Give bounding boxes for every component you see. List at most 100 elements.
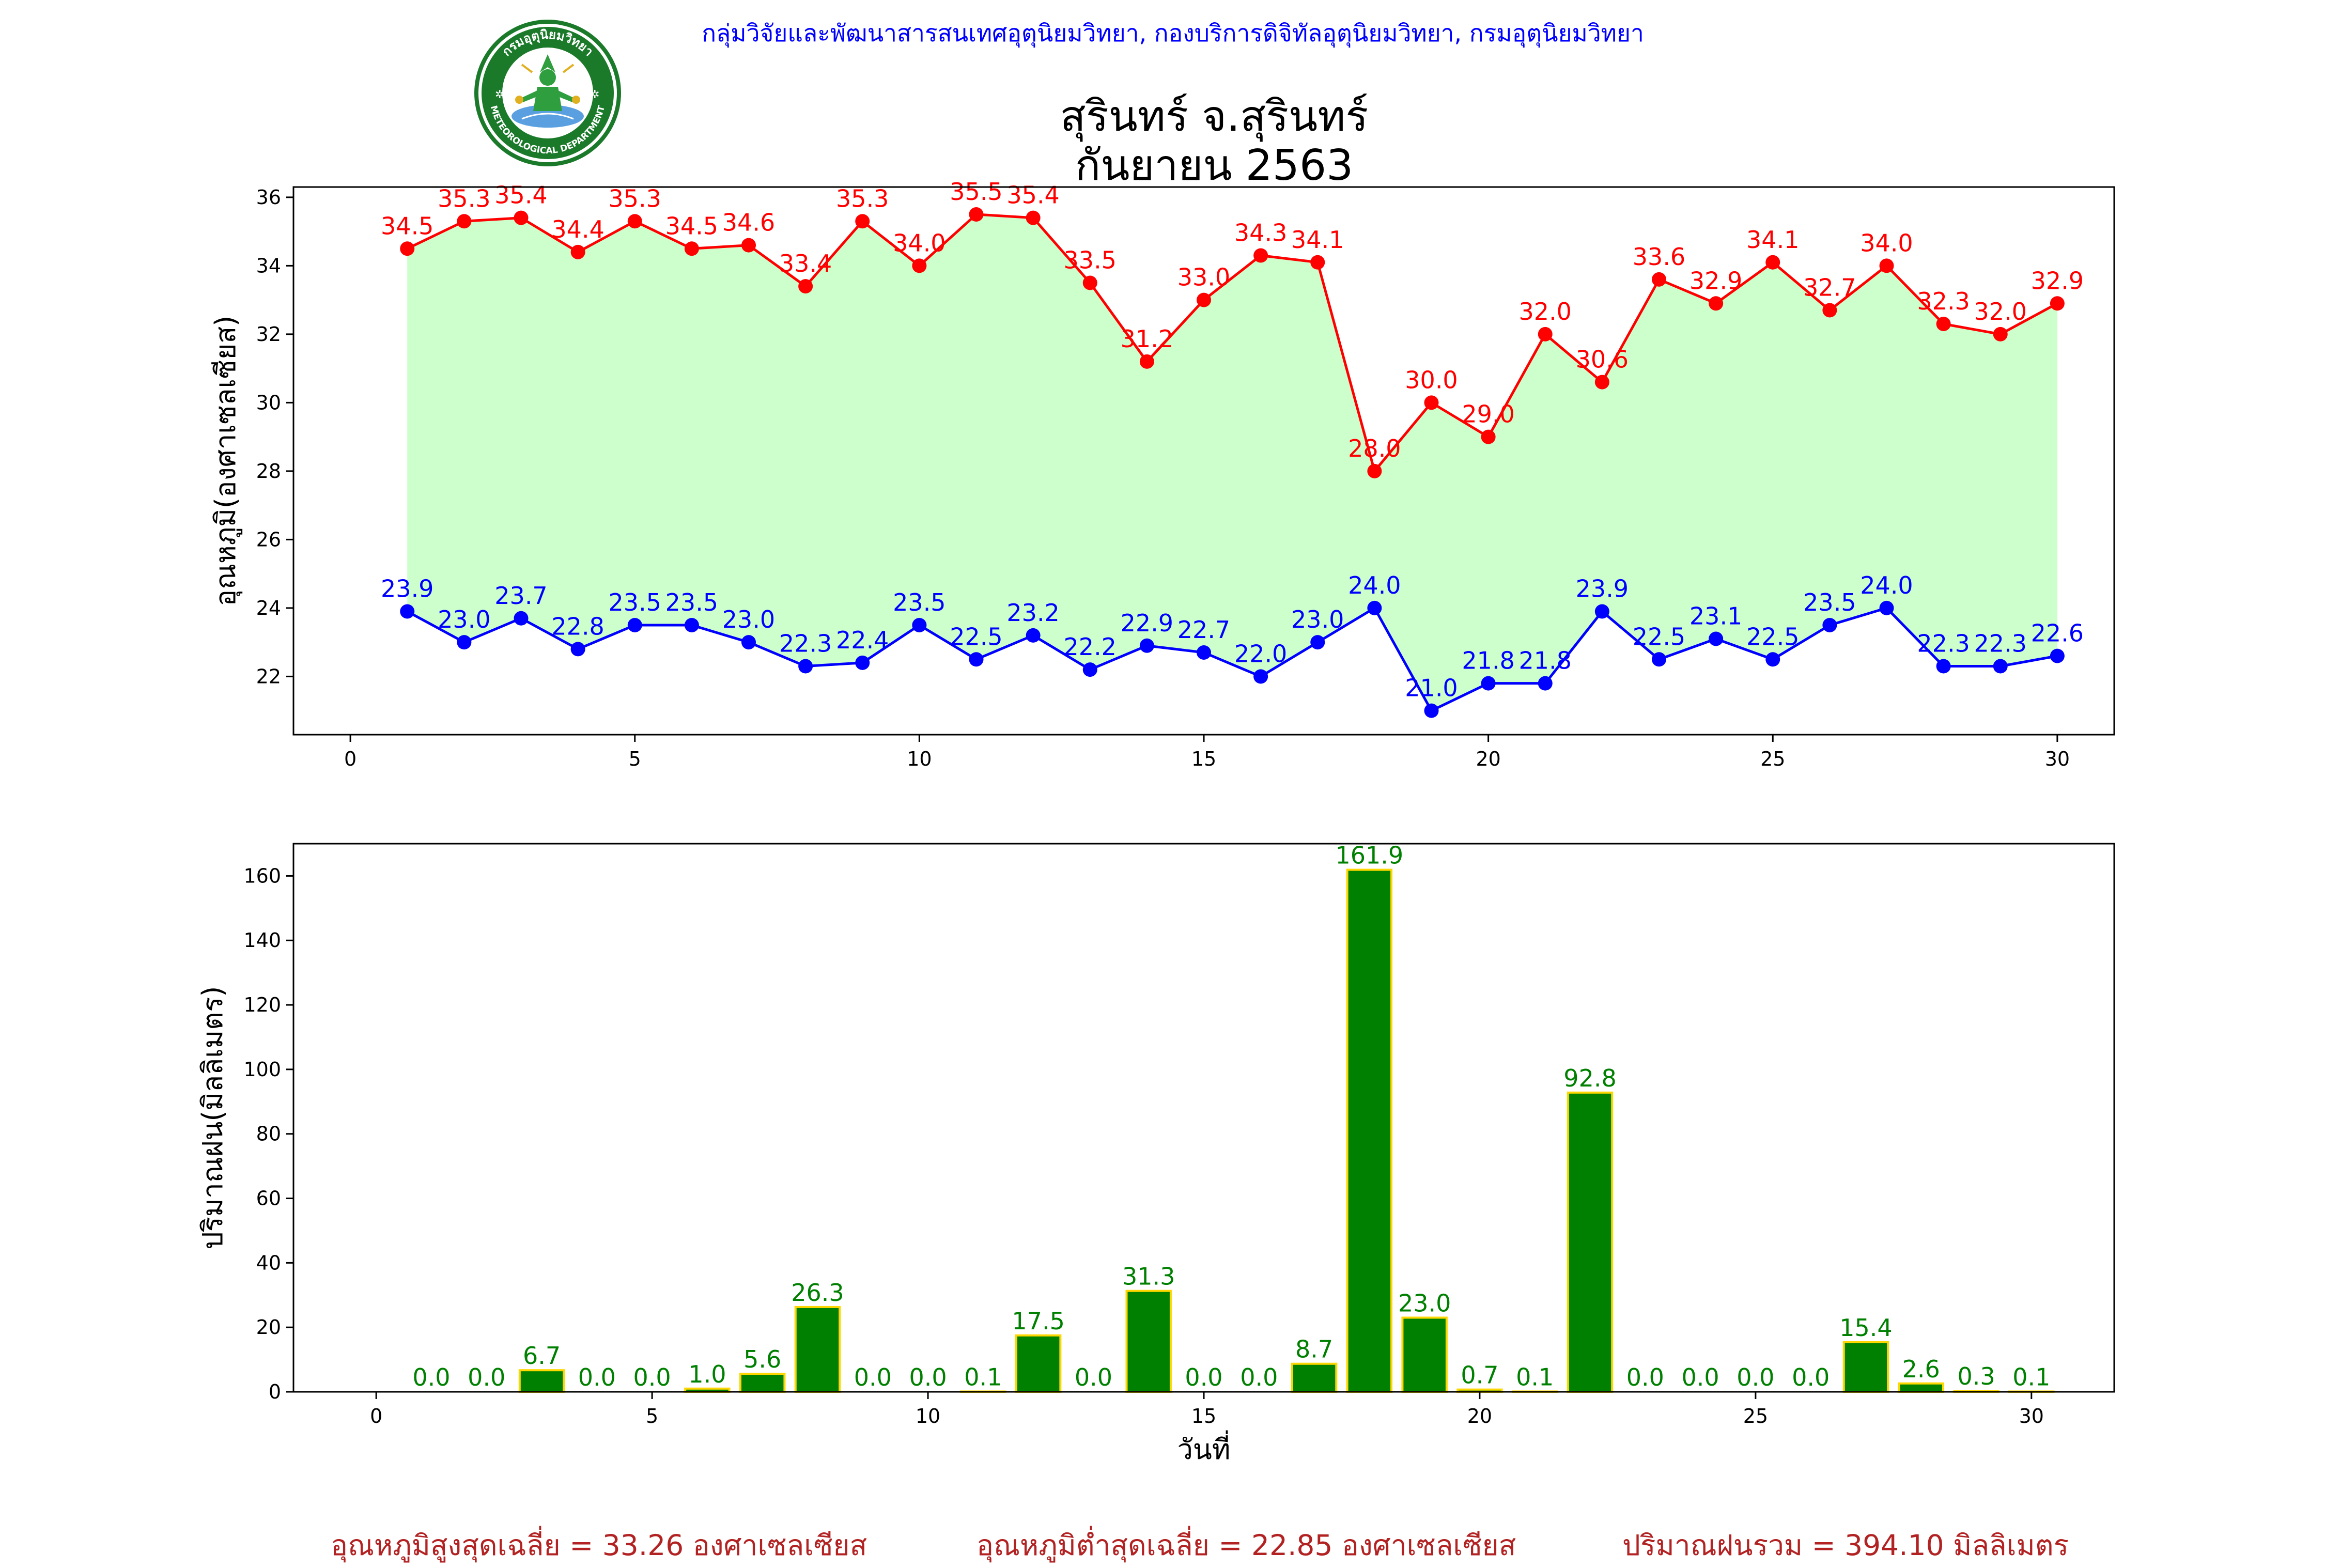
min-temperature-label: 22.2 bbox=[1064, 633, 1117, 661]
y-tick-label: 24 bbox=[256, 597, 281, 619]
max-temperature-point bbox=[1594, 375, 1609, 390]
max-temperature-label: 34.5 bbox=[381, 212, 433, 240]
rainfall-value-label: 0.3 bbox=[1957, 1362, 1995, 1390]
x-tick-label: 5 bbox=[629, 748, 641, 770]
min-temperature-point bbox=[969, 652, 984, 667]
rainfall-value-label: 26.3 bbox=[791, 1279, 844, 1307]
max-temperature-point bbox=[1709, 296, 1724, 311]
min-temperature-point bbox=[912, 618, 927, 632]
min-temperature-point bbox=[855, 655, 870, 670]
rainfall-value-label: 92.8 bbox=[1563, 1064, 1616, 1092]
rainfall-value-label: 0.0 bbox=[412, 1363, 450, 1391]
x-tick-label: 0 bbox=[344, 748, 357, 770]
x-tick-label: 15 bbox=[1191, 1405, 1216, 1427]
max-temperature-label: 35.3 bbox=[609, 184, 661, 212]
min-temperature-point bbox=[1253, 669, 1268, 684]
rainfall-value-label: 15.4 bbox=[1839, 1314, 1892, 1342]
x-tick-label: 20 bbox=[1467, 1405, 1492, 1427]
min-temperature-point bbox=[741, 635, 756, 650]
rainfall-value-label: 0.0 bbox=[1682, 1363, 1719, 1391]
min-temperature-point bbox=[1367, 600, 1382, 615]
x-tick-label: 30 bbox=[2019, 1405, 2044, 1427]
rainfall-bar bbox=[1125, 1290, 1172, 1393]
min-temperature-label: 23.5 bbox=[665, 588, 718, 616]
axes-frame bbox=[292, 186, 2115, 736]
rainfall-value-label: 0.1 bbox=[1516, 1363, 1554, 1391]
min-temperature-label: 21.8 bbox=[1519, 647, 1572, 675]
max-temperature-label: 35.3 bbox=[438, 184, 490, 212]
min-temperature-label: 21.0 bbox=[1405, 674, 1458, 702]
max-temperature-label: 30.0 bbox=[1405, 366, 1458, 394]
average-max-temperature: อุณหภูมิสูงสุดเฉลี่ย = 33.26 องศาเซลเซีย… bbox=[331, 1529, 867, 1562]
y-tick-label: 32 bbox=[256, 323, 281, 346]
max-temperature-label: 34.1 bbox=[1746, 226, 1799, 254]
max-temperature-point bbox=[1082, 275, 1097, 290]
max-temperature-point bbox=[912, 258, 927, 273]
rainfall-bar bbox=[518, 1369, 565, 1393]
min-temperature-point bbox=[1765, 652, 1780, 667]
x-tick-label: 25 bbox=[1760, 748, 1785, 770]
x-tick-label: 10 bbox=[916, 1405, 940, 1427]
min-temperature-label: 22.0 bbox=[1234, 640, 1287, 667]
min-temperature-point bbox=[457, 635, 472, 650]
min-temperature-label: 24.0 bbox=[1348, 571, 1401, 599]
y-tick-label: 36 bbox=[256, 186, 281, 209]
min-temperature-point bbox=[2050, 648, 2065, 663]
max-temperature-point bbox=[1993, 327, 2008, 341]
min-temperature-point bbox=[1082, 662, 1097, 677]
max-temperature-point bbox=[1139, 354, 1154, 369]
max-temperature-point bbox=[1481, 429, 1496, 444]
max-temperature-point bbox=[798, 279, 813, 294]
y-tick-label: 40 bbox=[256, 1251, 281, 1274]
min-temperature-label: 23.1 bbox=[1690, 602, 1742, 630]
meteorological-department-logo: กรมอุตุนิยมวิทยา METEOROLOGICAL DEPARTME… bbox=[474, 20, 621, 166]
min-temperature-point bbox=[1538, 676, 1553, 691]
x-tick-label: 10 bbox=[907, 748, 932, 770]
x-tick-label: 20 bbox=[1476, 748, 1500, 770]
station-title: สุรินทร์ จ.สุรินทร์ bbox=[1060, 92, 1369, 141]
max-temperature-label: 35.3 bbox=[836, 184, 889, 212]
min-temperature-point bbox=[570, 642, 585, 657]
max-temperature-label: 34.1 bbox=[1291, 226, 1344, 254]
y-axis-label: ปริมาณฝน(มิลลิเมตร) bbox=[196, 986, 229, 1250]
rainfall-value-label: 0.0 bbox=[1737, 1363, 1774, 1391]
y-tick-label: 140 bbox=[243, 929, 281, 952]
y-tick-label: 80 bbox=[256, 1123, 281, 1145]
min-temperature-point bbox=[1197, 645, 1211, 660]
temperature-chart: 34.535.3 35.434.435.334.5 34.633.435.334.0… bbox=[209, 178, 2115, 770]
min-temperature-label: 22.3 bbox=[1917, 630, 1970, 658]
rainfall-bar bbox=[1015, 1334, 1062, 1393]
rainfall-value-label: 0.0 bbox=[854, 1363, 892, 1391]
rainfall-value-label: 0.0 bbox=[1792, 1363, 1830, 1391]
rainfall-bar bbox=[794, 1306, 841, 1393]
organization-header: กลุ่มวิจัยและพัฒนาสารสนเทศอุตุนิยมวิทยา,… bbox=[702, 19, 1644, 47]
max-temperature-point bbox=[627, 214, 642, 229]
max-temperature-label: 35.4 bbox=[494, 181, 547, 209]
x-axis-label: วันที่ bbox=[1177, 1430, 1231, 1466]
max-temperature-point bbox=[1652, 272, 1666, 287]
max-temperature-label: 33.0 bbox=[1177, 263, 1230, 291]
x-tick-label: 0 bbox=[370, 1405, 382, 1427]
min-temperature-label: 22.5 bbox=[950, 623, 1002, 650]
min-temperature-label: 23.5 bbox=[1803, 588, 1856, 616]
x-tick-label: 15 bbox=[1191, 748, 1216, 770]
max-temperature-point bbox=[570, 244, 585, 259]
y-tick-label: 30 bbox=[256, 391, 281, 414]
min-temperature-label: 22.6 bbox=[2031, 619, 2084, 647]
min-temperature-point bbox=[400, 604, 415, 619]
max-temperature-label: 34.0 bbox=[893, 229, 946, 257]
min-temperature-point bbox=[1026, 628, 1041, 643]
min-temperature-point bbox=[1310, 635, 1325, 650]
max-temperature-label: 35.5 bbox=[950, 178, 1002, 206]
max-temperature-label: 30.6 bbox=[1576, 346, 1629, 374]
rainfall-value-label: 0.0 bbox=[468, 1363, 505, 1391]
rainfall-value-label: 0.0 bbox=[909, 1363, 947, 1391]
min-temperature-label: 22.3 bbox=[1974, 630, 2027, 658]
min-temperature-label: 22.5 bbox=[1633, 623, 1685, 650]
rainfall-value-label: 0.0 bbox=[1626, 1363, 1664, 1391]
month-year-title: กันยายน 2563 bbox=[1075, 141, 1354, 190]
max-temperature-point bbox=[969, 207, 984, 222]
rainfall-value-label: 0.1 bbox=[2012, 1363, 2050, 1391]
x-tick-label: 30 bbox=[2045, 748, 2070, 770]
